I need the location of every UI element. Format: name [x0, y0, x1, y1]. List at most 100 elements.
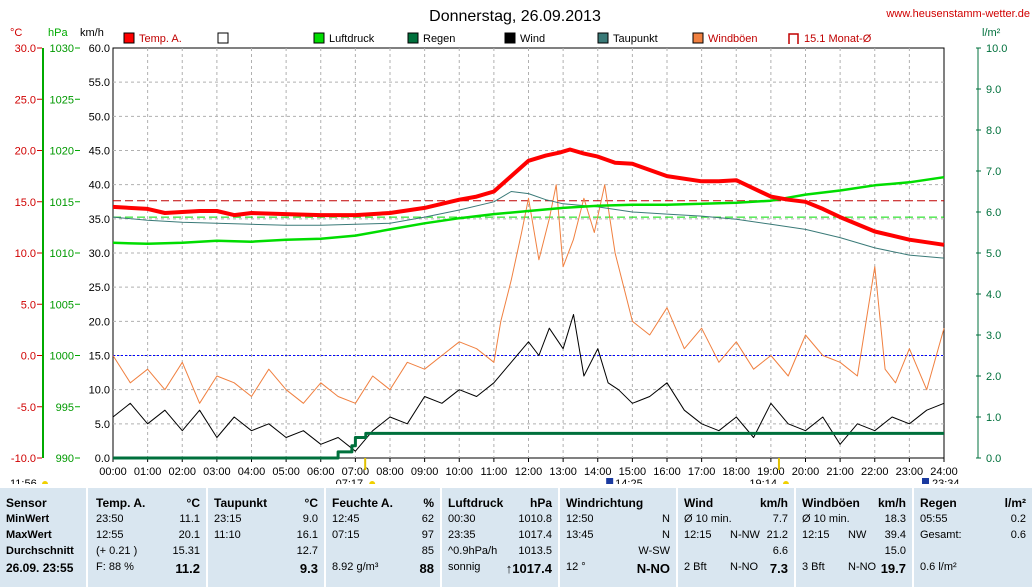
row-label: 11:10 [214, 529, 241, 541]
row-label: 12:45 [332, 513, 360, 525]
wind-tick-label: 50.0 [89, 111, 110, 123]
x-tick-label: 07:00 [342, 466, 370, 478]
row-value: 11.2 [175, 561, 200, 576]
column-header: Feuchte A. [332, 496, 393, 510]
legend-swatch [788, 33, 799, 44]
row-value: 97 [421, 529, 434, 541]
x-tick-label: 10:00 [445, 466, 473, 478]
time-markers: 07:17 19:14 11:56 14:25 23:34 [10, 458, 960, 484]
wind-max-icon [606, 478, 614, 484]
wind-tick-label: 45.0 [89, 146, 110, 158]
summary-column-windrichtung: Windrichtung 12:50 N 13:45 N W-SW 12 ° N-NO [560, 488, 678, 587]
sunrise-icon [369, 481, 376, 484]
rain-tick-label: 6.0 [986, 207, 1001, 219]
row-value: 21.2 [766, 529, 788, 541]
wind-max-time: 14:25 [615, 478, 643, 484]
legend-swatch [217, 32, 229, 44]
summary-row: 6.6 [684, 545, 788, 559]
series-line-regen [113, 431, 944, 460]
pressure-tick-label: 1005 [50, 299, 74, 311]
row-value: 85 [421, 545, 434, 557]
pressure-axis-unit: hPa [48, 27, 68, 39]
legend: Temp. A. Luftdruck Regen Wind Taupunkt Windbö… [123, 32, 872, 45]
x-tick-label: 14:00 [584, 466, 612, 478]
legend-swatch [123, 32, 135, 44]
row-value: 39.4 [884, 529, 906, 541]
column-header: Regen [920, 496, 957, 510]
summary-row: 9.3 [214, 561, 318, 576]
summary-row: 12:45 62 [332, 513, 434, 527]
x-tick-label: 16:00 [653, 466, 681, 478]
row-label: 8.92 g/m³ [332, 561, 379, 573]
summary-row: 15.0 [802, 545, 906, 559]
sunrise-time: 07:17 [336, 478, 364, 484]
rain-tick-label: 10.0 [986, 43, 1007, 55]
summary-row: 12:15 N-NW 21.2 [684, 529, 788, 543]
temp-axis-unit: °C [10, 27, 22, 39]
series-layer [112, 147, 945, 460]
x-tick-label: 00:00 [99, 466, 127, 478]
summary-row: 11:10 16.1 [214, 529, 318, 543]
series-line-wind [112, 314, 945, 452]
row-label: 2 Bft [684, 561, 707, 573]
temp-tick-label: -10.0 [11, 453, 36, 465]
end-icon [922, 478, 929, 484]
legend-swatch [504, 32, 516, 44]
row-value: 18.3 [884, 513, 906, 525]
summary-row: W-SW [566, 545, 670, 559]
pressure-tick-label: 995 [56, 402, 74, 414]
x-tick-label: 01:00 [134, 466, 162, 478]
row-label: sonnig [448, 561, 481, 573]
summary-column-temp-a: Temp. A. °C 23:50 11.1 12:55 20.1 (+ 0.21 ) 15.… [90, 488, 208, 587]
column-unit: km/h [877, 496, 906, 510]
column-header: Temp. A. [96, 496, 146, 510]
x-tick-label: 21:00 [826, 466, 854, 478]
summary-row: 23:50 11.1 [96, 513, 200, 527]
grid [112, 47, 945, 459]
summary-row: 00:30 1010.8 [448, 513, 552, 527]
summary-row: 23:35 1017.4 [448, 529, 552, 543]
series-line-luftdruck [112, 175, 945, 246]
rain-tick-label: 9.0 [986, 84, 1001, 96]
x-tick-label: 19:00 [757, 466, 785, 478]
pressure-tick-label: 1025 [50, 94, 74, 106]
rain-tick-label: 3.0 [986, 330, 1001, 342]
series-line-taupunkt [112, 191, 945, 259]
row-label: (+ 0.21 ) [96, 545, 138, 557]
series-line-temp-a- [112, 147, 945, 247]
summary-row: 13:45 N [566, 529, 670, 543]
x-tick-label: 04:00 [238, 466, 266, 478]
summary-row: 12 ° N-NO [566, 561, 670, 576]
row-label: ^0.9hPa/h [448, 545, 498, 557]
summary-column-windb-en: Windböen km/h Ø 10 min. 18.3 12:15 NW 39.4 15.0… [796, 488, 914, 587]
summary-row: F: 88 % 11.2 [96, 561, 200, 576]
x-tick-label: 12:00 [515, 466, 543, 478]
row-value: 11.1 [179, 513, 200, 525]
temp-tick-label: -5.0 [17, 402, 36, 414]
rain-tick-label: 2.0 [986, 371, 1001, 383]
pressure-tick-label: 1000 [50, 351, 74, 363]
column-header: Wind [684, 496, 714, 510]
rain-tick-label: 1.0 [986, 412, 1001, 424]
row-direction: N-NO [848, 561, 877, 573]
pressure-tick-label: 1030 [50, 43, 74, 55]
row-label: 23:15 [214, 513, 242, 525]
row-value: 15.0 [884, 545, 906, 557]
legend-label: Taupunkt [613, 33, 658, 45]
column-unit: °C [304, 496, 318, 510]
row-value: 9.0 [302, 513, 318, 525]
rain-tick-label: 0.0 [986, 453, 1001, 465]
summary-row: 07:15 97 [332, 529, 434, 543]
temp-tick-label: 30.0 [15, 43, 36, 55]
row-labels-column: Sensor MinWert MaxWert Durchschnitt 26.0… [0, 488, 88, 587]
legend-swatch [313, 32, 325, 44]
row-label: 05:55 [920, 513, 948, 525]
summary-panel: Sensor MinWert MaxWert Durchschnitt 26.0… [0, 488, 1034, 587]
summary-row: 8.92 g/m³ 88 [332, 561, 434, 576]
temp-tick-label: 10.0 [15, 248, 36, 260]
rain-axis-unit: l/m² [982, 27, 1001, 39]
legend-label: Windböen [708, 33, 758, 45]
summary-column-feuchte-a: Feuchte A.% 12:45 62 07:15 97 85 8.92 g/m³ 88 [326, 488, 442, 587]
summary-column-wind: Wind km/h Ø 10 min. 7.7 12:15 N-NW 21.2 6.6 2 Bf… [678, 488, 796, 587]
column-header: Luftdruck [448, 496, 504, 510]
